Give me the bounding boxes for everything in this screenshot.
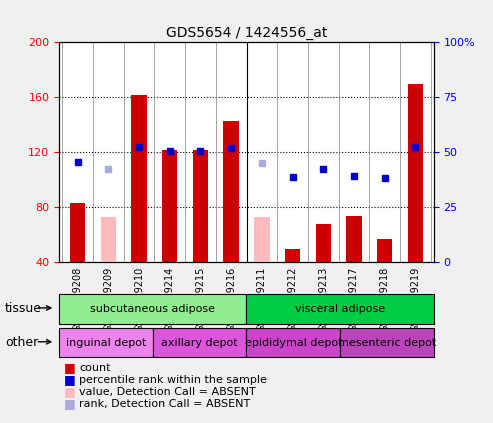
Text: axillary depot: axillary depot xyxy=(161,338,238,348)
FancyBboxPatch shape xyxy=(340,328,434,357)
Text: subcutaneous adipose: subcutaneous adipose xyxy=(90,304,215,314)
Title: GDS5654 / 1424556_at: GDS5654 / 1424556_at xyxy=(166,26,327,40)
FancyBboxPatch shape xyxy=(246,328,340,357)
FancyBboxPatch shape xyxy=(246,294,434,324)
Text: other: other xyxy=(5,336,38,349)
Bar xyxy=(408,84,423,262)
Bar xyxy=(193,150,208,262)
FancyBboxPatch shape xyxy=(153,328,246,357)
Text: tissue: tissue xyxy=(5,302,42,315)
Text: visceral adipose: visceral adipose xyxy=(295,304,385,314)
Text: ■: ■ xyxy=(64,397,76,410)
Bar xyxy=(377,239,392,262)
Text: percentile rank within the sample: percentile rank within the sample xyxy=(79,375,267,385)
Text: inguinal depot: inguinal depot xyxy=(66,338,146,348)
Text: value, Detection Call = ABSENT: value, Detection Call = ABSENT xyxy=(79,387,256,397)
Bar xyxy=(162,150,177,262)
Bar xyxy=(223,121,239,262)
Text: ■: ■ xyxy=(64,385,76,398)
FancyBboxPatch shape xyxy=(59,328,153,357)
Bar xyxy=(346,216,362,262)
Bar xyxy=(70,203,85,262)
Text: count: count xyxy=(79,363,110,373)
Text: ■: ■ xyxy=(64,362,76,374)
Text: epididymal depot: epididymal depot xyxy=(245,338,342,348)
Bar xyxy=(285,248,300,262)
Bar xyxy=(254,217,270,262)
FancyBboxPatch shape xyxy=(59,294,246,324)
Text: mesenteric depot: mesenteric depot xyxy=(338,338,436,348)
Bar xyxy=(131,95,147,262)
Bar xyxy=(101,217,116,262)
Text: ■: ■ xyxy=(64,374,76,386)
Text: rank, Detection Call = ABSENT: rank, Detection Call = ABSENT xyxy=(79,398,250,409)
Bar xyxy=(316,224,331,262)
